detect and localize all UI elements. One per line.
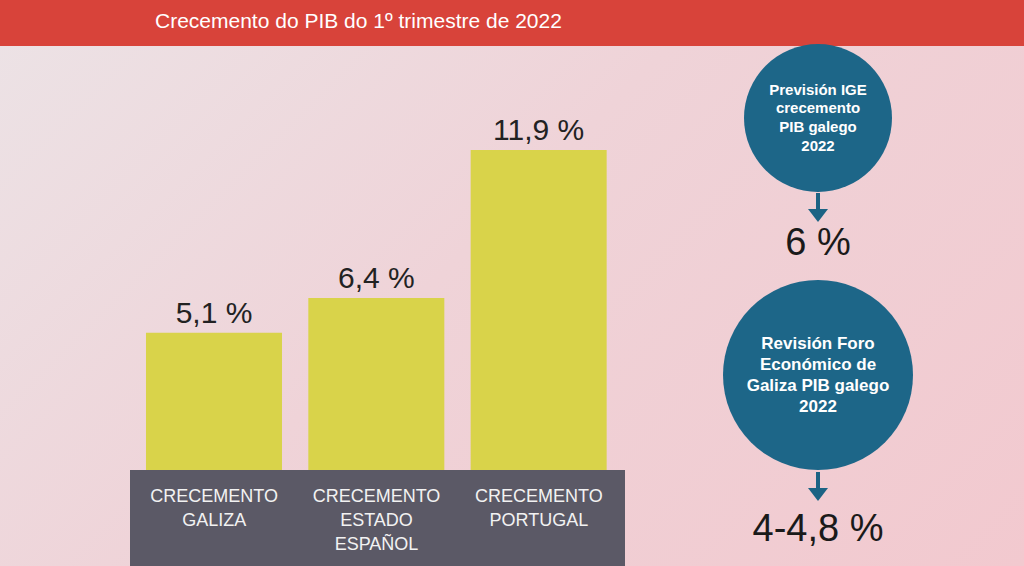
html-text:Revisión Foro Económico de Gal: Revisión Foro Económico de Galiza PIB ga… [746,333,890,417]
svg-text:11,9 %: 11,9 % [493,113,584,146]
html-text:4-4,8 %: 4-4,8 % [752,507,884,549]
html-text:6 %: 6 % [785,221,851,263]
svg-text:CRECEMENTOPORTUGAL: CRECEMENTOPORTUGAL [475,486,603,530]
svg-text:6,4 %: 6,4 % [338,261,415,294]
html-text:Crecemento do PIB do 1º trimes: Crecemento do PIB do 1º trimestre de 202… [155,9,562,32]
svg-text:CRECEMENTOGALIZA: CRECEMENTOGALIZA [150,486,278,530]
svg-text:5,1 %: 5,1 % [176,296,253,329]
svg-text:CRECEMENTOESTADOESPAÑOL: CRECEMENTOESTADOESPAÑOL [313,486,441,554]
html-text:Previsión IGE crecemento PIB g: Previsión IGE crecemento PIB galego 2022 [769,80,867,154]
